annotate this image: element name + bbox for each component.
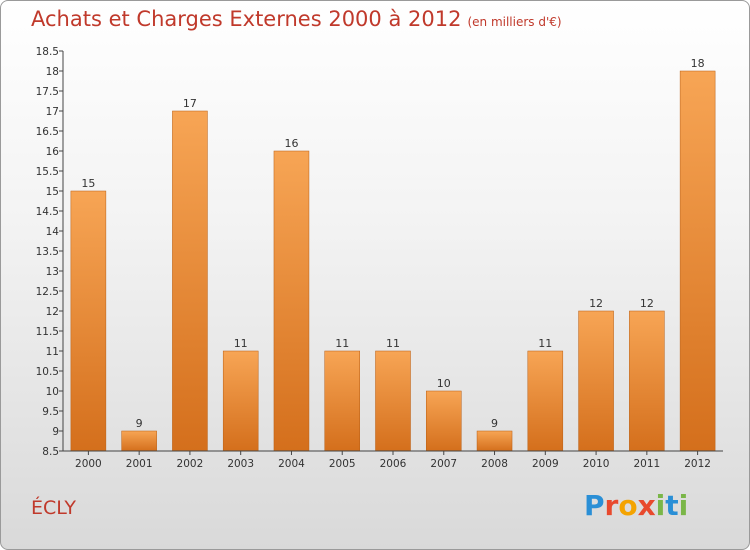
- value-label-2007: 10: [437, 377, 451, 390]
- y-tick-label: 17: [46, 106, 59, 118]
- chart-unit-label: (en milliers d'€): [467, 15, 562, 29]
- bar-2007: [426, 390, 462, 452]
- y-tick-label: 18: [46, 66, 59, 78]
- value-label-2005: 11: [335, 337, 349, 350]
- bars: 15 9 17 11 16 11 11 10 9 11 12 12 18: [70, 57, 716, 452]
- x-tick-label-2002: 2002: [177, 458, 204, 470]
- bar-2004: [273, 150, 310, 452]
- y-tick-label: 8.5: [42, 446, 59, 458]
- value-label-2002: 17: [183, 97, 197, 110]
- x-tick-label-2011: 2011: [633, 458, 660, 470]
- x-axis: 2000 2001 2002 2003 2004 2005 2006 2007 2008 2009…: [63, 450, 723, 470]
- bar-2009: [527, 350, 564, 452]
- y-tick-label: 12: [46, 306, 59, 318]
- y-tick-label: 10: [46, 386, 59, 398]
- x-tick-label-2007: 2007: [430, 458, 457, 470]
- x-tick-label-2010: 2010: [583, 458, 610, 470]
- value-label-2006: 11: [386, 337, 400, 350]
- value-label-2009: 11: [538, 337, 552, 350]
- y-tick-label: 14: [46, 226, 60, 238]
- bar-2006: [375, 350, 411, 452]
- y-tick-label: 15: [46, 186, 59, 198]
- y-tick-label: 17.5: [36, 86, 59, 98]
- chart-title: Achats et Charges Externes 2000 à 2012 (e…: [31, 7, 562, 31]
- bar-2008: [476, 430, 513, 452]
- x-tick-label-2009: 2009: [532, 458, 559, 470]
- logo-letter: o: [618, 489, 638, 522]
- value-label-2008: 9: [491, 417, 498, 430]
- value-label-2011: 12: [640, 297, 654, 310]
- y-tick-label: 9.5: [42, 406, 59, 418]
- x-tick-label-2003: 2003: [227, 458, 254, 470]
- y-tick-label: 15.5: [36, 166, 59, 178]
- y-tick-label: 10.5: [36, 366, 59, 378]
- y-tick-label: 14.5: [36, 206, 59, 218]
- logo-letter: t: [665, 489, 679, 522]
- logo-letter: x: [637, 489, 656, 522]
- bar-2000: [70, 190, 107, 452]
- x-tick-label-2012: 2012: [684, 458, 711, 470]
- y-tick-label: 18.5: [36, 46, 59, 58]
- value-label-2010: 12: [589, 297, 603, 310]
- y-tick-label: 9: [52, 426, 59, 438]
- y-tick-label: 16: [46, 146, 60, 158]
- bar-2003: [222, 350, 259, 452]
- city-name: ÉCLY: [31, 497, 76, 519]
- y-tick-label: 12.5: [36, 286, 59, 298]
- bar-2005: [324, 350, 360, 452]
- chart-title-text: Achats et Charges Externes 2000 à 2012: [31, 7, 462, 31]
- bar-2012: [679, 70, 716, 452]
- value-label-2001: 9: [136, 417, 143, 430]
- value-label-2004: 16: [284, 137, 298, 150]
- bar-2011: [629, 310, 665, 452]
- x-tick-label-2001: 2001: [126, 458, 153, 470]
- y-tick-label: 13: [46, 266, 59, 278]
- logo-letter: r: [604, 489, 619, 522]
- bar-2010: [578, 310, 614, 452]
- x-tick-label-2004: 2004: [278, 458, 305, 470]
- bar-2001: [121, 430, 157, 452]
- logo-letter: i: [678, 489, 689, 522]
- y-tick-label: 11.5: [36, 326, 59, 338]
- y-tick-label: 13.5: [36, 246, 59, 258]
- x-tick-label-2008: 2008: [481, 458, 508, 470]
- value-label-2012: 18: [691, 57, 705, 70]
- x-tick-label-2000: 2000: [75, 458, 102, 470]
- y-tick-label: 16.5: [36, 126, 59, 138]
- value-label-2000: 15: [81, 177, 95, 190]
- x-tick-label-2006: 2006: [380, 458, 407, 470]
- proxiti-logo[interactable]: Proxiti: [584, 489, 688, 522]
- logo-letter: i: [655, 489, 666, 522]
- logo-letter: P: [584, 489, 605, 522]
- value-label-2003: 11: [234, 337, 248, 350]
- x-tick-label-2005: 2005: [329, 458, 356, 470]
- y-tick-label: 11: [46, 346, 59, 358]
- y-axis: 8.5 9 9.5 10 10.5 11 11.5 12 12.5 13 13.5 14 14.5 15 1…: [36, 46, 64, 458]
- bar-2002: [172, 110, 208, 452]
